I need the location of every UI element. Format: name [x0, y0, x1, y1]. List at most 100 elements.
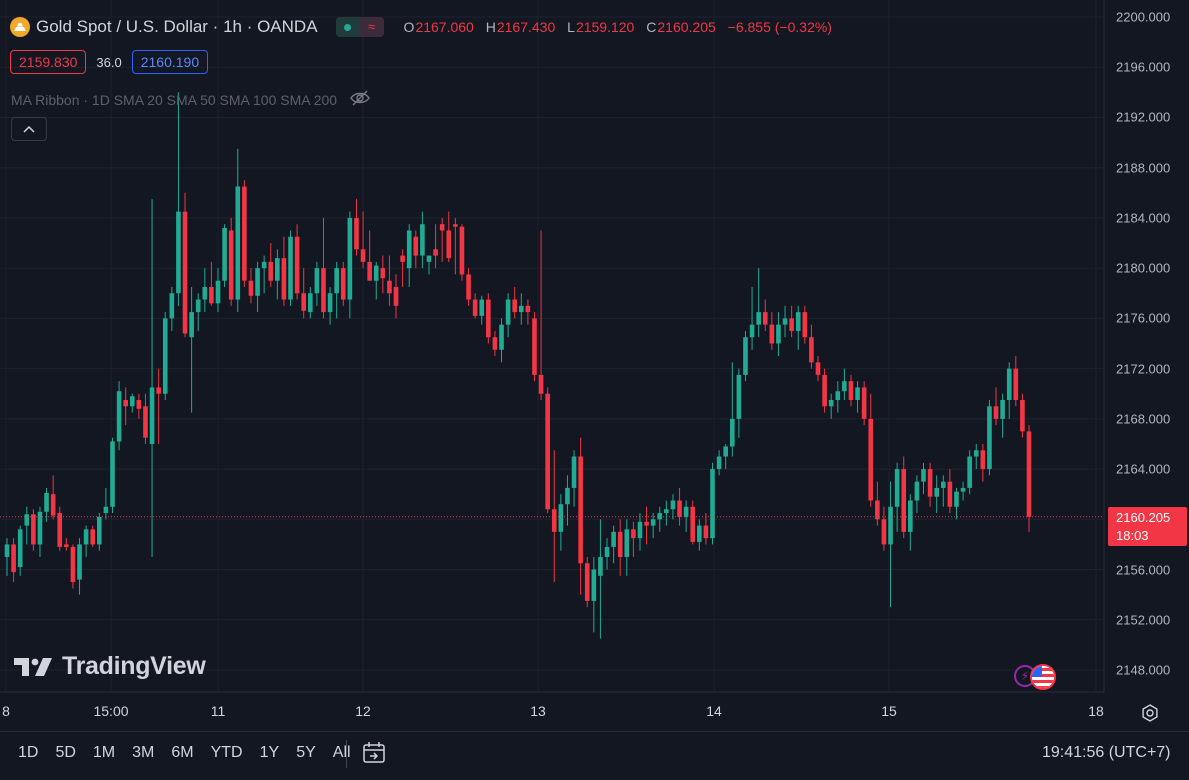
- candle-body[interactable]: [479, 299, 485, 316]
- candle-body[interactable]: [261, 261, 267, 269]
- candle-body[interactable]: [327, 293, 333, 313]
- candle-body[interactable]: [11, 544, 16, 573]
- candle-body[interactable]: [1026, 431, 1032, 517]
- candle-body[interactable]: [400, 255, 405, 262]
- candle-body[interactable]: [77, 544, 82, 580]
- candle-body[interactable]: [116, 391, 122, 442]
- chart-settings-icon[interactable]: [1140, 703, 1160, 728]
- candle-body[interactable]: [57, 513, 63, 547]
- candle-body[interactable]: [868, 418, 874, 501]
- candle-body[interactable]: [486, 299, 491, 338]
- buy-button[interactable]: 2160.190: [131, 50, 209, 74]
- candle-body[interactable]: [321, 268, 326, 313]
- candle-body[interactable]: [571, 456, 577, 488]
- candle-body[interactable]: [301, 293, 307, 311]
- candle-body[interactable]: [677, 500, 682, 517]
- candle-body[interactable]: [162, 318, 168, 394]
- candle-body[interactable]: [683, 506, 689, 517]
- candle-body[interactable]: [44, 492, 49, 512]
- candle-body[interactable]: [875, 500, 880, 520]
- candle-body[interactable]: [987, 406, 992, 470]
- candle-body[interactable]: [743, 337, 748, 375]
- candle-body[interactable]: [762, 312, 768, 325]
- candle-body[interactable]: [901, 469, 907, 532]
- candle-body[interactable]: [169, 293, 175, 319]
- candle-body[interactable]: [716, 456, 722, 470]
- candle-body[interactable]: [848, 381, 854, 401]
- candle-body[interactable]: [894, 469, 900, 507]
- candle-body[interactable]: [17, 529, 23, 568]
- go-to-date-icon[interactable]: [362, 741, 388, 770]
- candle-body[interactable]: [248, 280, 254, 296]
- candle-body[interactable]: [532, 318, 537, 375]
- candle-body[interactable]: [459, 226, 465, 275]
- candle-body[interactable]: [24, 514, 30, 526]
- candle-body[interactable]: [307, 293, 313, 313]
- candle-body[interactable]: [387, 280, 392, 294]
- candle-body[interactable]: [453, 224, 458, 227]
- candle-body[interactable]: [815, 362, 821, 375]
- candle-body[interactable]: [822, 374, 827, 407]
- candle-body[interactable]: [690, 506, 696, 542]
- range-1d[interactable]: 1D: [18, 744, 39, 761]
- candle-body[interactable]: [182, 211, 188, 334]
- candle-body[interactable]: [83, 529, 89, 545]
- candle-body[interactable]: [347, 217, 353, 300]
- candle-body[interactable]: [664, 509, 669, 514]
- candle-body[interactable]: [835, 391, 841, 401]
- candle-body[interactable]: [1013, 368, 1019, 401]
- candle-body[interactable]: [103, 506, 109, 514]
- candle-body[interactable]: [64, 544, 69, 547]
- candle-body[interactable]: [50, 494, 56, 516]
- range-1y[interactable]: 1Y: [259, 744, 280, 761]
- candle-body[interactable]: [334, 268, 339, 294]
- candle-body[interactable]: [367, 261, 372, 281]
- candle-body[interactable]: [110, 441, 115, 507]
- candle-body[interactable]: [499, 324, 504, 350]
- candle-body[interactable]: [789, 318, 794, 331]
- sell-button[interactable]: 2159.830: [10, 50, 87, 74]
- candle-body[interactable]: [4, 544, 10, 557]
- candle-body[interactable]: [927, 469, 933, 497]
- candle-body[interactable]: [703, 525, 709, 539]
- candle-body[interactable]: [710, 469, 715, 539]
- candle-body[interactable]: [281, 258, 287, 300]
- candle-body[interactable]: [769, 324, 775, 344]
- candle-body[interactable]: [446, 230, 452, 259]
- candle-body[interactable]: [723, 446, 729, 457]
- candle-body[interactable]: [973, 450, 979, 457]
- range-ytd[interactable]: YTD: [210, 744, 243, 761]
- candle-body[interactable]: [275, 258, 280, 281]
- candle-body[interactable]: [439, 224, 445, 231]
- candle-body[interactable]: [1020, 400, 1025, 432]
- candle-body[interactable]: [657, 513, 663, 520]
- candle-body[interactable]: [809, 337, 814, 363]
- candle-body[interactable]: [947, 481, 953, 507]
- candle-body[interactable]: [756, 312, 761, 325]
- candle-body[interactable]: [729, 418, 735, 447]
- candle-body[interactable]: [637, 521, 643, 539]
- candle-body[interactable]: [189, 312, 194, 338]
- candle-body[interactable]: [914, 481, 920, 501]
- candle-body[interactable]: [512, 299, 518, 313]
- candle-body[interactable]: [393, 286, 399, 306]
- candle-body[interactable]: [314, 268, 320, 294]
- candle-body[interactable]: [881, 519, 887, 545]
- candle-body[interactable]: [288, 236, 293, 300]
- candle-body[interactable]: [466, 274, 471, 300]
- candle-body[interactable]: [492, 337, 498, 350]
- candle-body[interactable]: [228, 230, 234, 300]
- candle-body[interactable]: [373, 265, 379, 281]
- candle-body[interactable]: [624, 529, 630, 557]
- candle-body[interactable]: [558, 504, 564, 532]
- candle-body[interactable]: [31, 514, 36, 545]
- candle-body[interactable]: [340, 268, 346, 300]
- candle-body[interactable]: [993, 406, 999, 419]
- range-1m[interactable]: 1M: [92, 744, 116, 761]
- candle-body[interactable]: [255, 268, 260, 296]
- candle-body[interactable]: [222, 227, 227, 281]
- candle-body[interactable]: [604, 546, 610, 557]
- candle-body[interactable]: [908, 500, 913, 532]
- candle-body[interactable]: [70, 546, 76, 583]
